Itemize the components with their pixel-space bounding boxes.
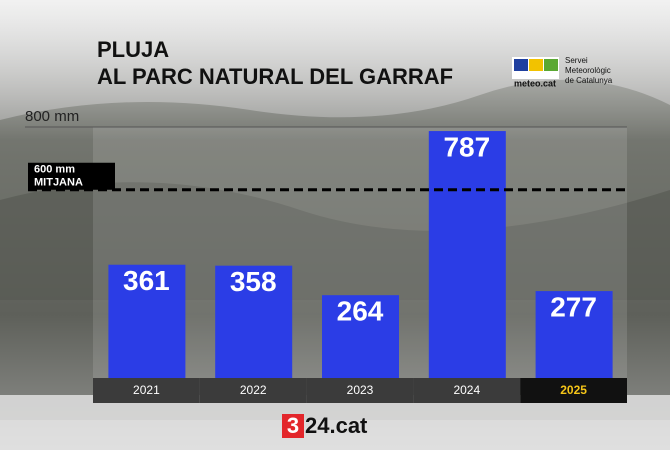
category-cell xyxy=(306,378,414,403)
bar xyxy=(535,291,613,378)
value-label: 787 xyxy=(443,131,490,162)
logo-icon xyxy=(529,59,543,71)
bar xyxy=(428,131,506,378)
brand-text: 24.cat xyxy=(305,413,368,438)
x-tick-label: 2022 xyxy=(240,383,267,397)
x-tick-label: 2025 xyxy=(560,383,587,397)
source-logo: meteo.cat Servei Meteorològic de Catalun… xyxy=(512,56,613,88)
value-label: 264 xyxy=(337,296,384,327)
reference-sublabel: MITJANA xyxy=(34,177,83,189)
brand-box xyxy=(282,414,304,438)
value-label: 361 xyxy=(123,265,170,296)
title: PLUJA xyxy=(97,37,169,62)
footer-fog xyxy=(0,395,670,450)
y-tick-label: 800 mm xyxy=(25,108,79,125)
category-cell xyxy=(520,378,627,403)
bar xyxy=(215,265,293,378)
reference-label-box xyxy=(28,162,115,190)
logo-icon xyxy=(514,59,528,71)
x-tick-label: 2024 xyxy=(453,383,480,397)
brand-number: 3 xyxy=(287,413,299,438)
category-cell xyxy=(199,378,307,403)
source-name: Meteorològic xyxy=(565,66,611,75)
title: AL PARC NATURAL DEL GARRAF xyxy=(97,64,453,89)
category-cell xyxy=(413,378,521,403)
x-tick-label: 2021 xyxy=(133,383,160,397)
reference-label: 600 mm xyxy=(34,164,75,176)
x-tick-label: 2023 xyxy=(347,383,374,397)
source-name: Servei xyxy=(565,56,588,65)
logo-icon xyxy=(544,59,558,71)
category-cell xyxy=(93,378,200,403)
bar xyxy=(108,264,186,378)
source-name: de Catalunya xyxy=(565,76,613,85)
brand: 3 24.cat xyxy=(282,413,368,438)
value-label: 358 xyxy=(230,266,277,297)
logo-text: meteo.cat xyxy=(514,78,556,88)
value-label: 277 xyxy=(550,291,597,322)
bar xyxy=(322,295,399,378)
